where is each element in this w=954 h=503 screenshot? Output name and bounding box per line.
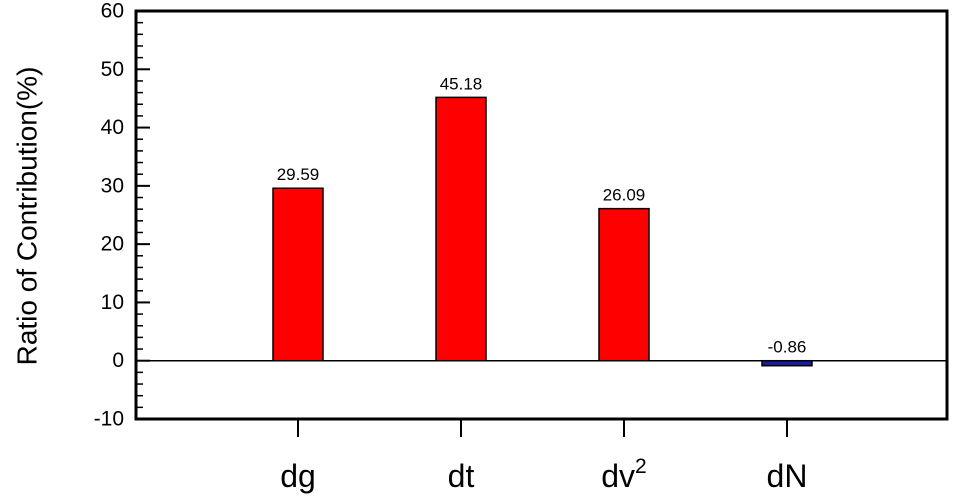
x-tick-label: dv2 bbox=[601, 455, 646, 494]
bar bbox=[272, 187, 324, 362]
y-tick-label: 60 bbox=[101, 0, 124, 23]
x-tick-label: dg bbox=[280, 458, 316, 494]
y-tick-label: -10 bbox=[94, 408, 124, 431]
y-tick-label: 20 bbox=[101, 233, 124, 256]
bar-value-label: 45.18 bbox=[440, 74, 483, 93]
bars bbox=[136, 96, 947, 367]
plot-border bbox=[134, 9, 949, 421]
plot-frame bbox=[134, 9, 949, 421]
y-axis: -10 0 10 20 30 40 50 60 bbox=[94, 0, 150, 431]
bar-value-labels: 29.59 45.18 26.09 -0.86 bbox=[277, 74, 807, 356]
y-axis-label: Ratio of Contribution(%) bbox=[11, 67, 42, 366]
bar bbox=[598, 207, 650, 362]
y-tick-label: 0 bbox=[112, 349, 124, 372]
bar bbox=[435, 96, 487, 362]
bar-value-label: -0.86 bbox=[768, 338, 807, 357]
bar-value-label: 26.09 bbox=[603, 186, 646, 205]
x-axis: dg dt dv2 dN bbox=[280, 419, 807, 494]
y-tick-label: 10 bbox=[101, 291, 124, 314]
bar-value-label: 29.59 bbox=[277, 165, 320, 184]
x-tick-label: dN bbox=[767, 458, 808, 494]
bar bbox=[761, 359, 813, 367]
y-tick-label: 50 bbox=[101, 58, 124, 81]
y-tick-label: 30 bbox=[101, 174, 124, 197]
y-tick-label: 40 bbox=[101, 116, 124, 139]
x-tick-label: dt bbox=[448, 458, 475, 494]
